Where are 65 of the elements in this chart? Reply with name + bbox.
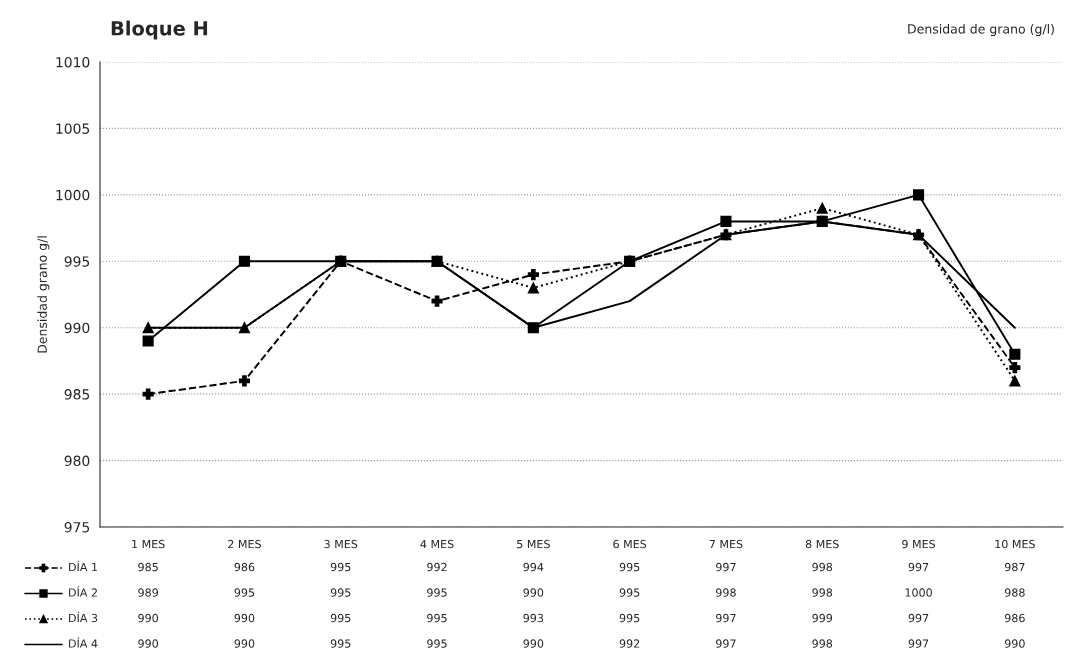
- data-label: 989: [138, 588, 158, 597]
- data-label: 990: [1004, 639, 1025, 648]
- y-tick-label: 990: [64, 322, 90, 334]
- data-label: 990: [523, 588, 544, 597]
- y-tick-label: 980: [64, 455, 90, 467]
- chart-subtitle: Densidad de grano (g/l): [908, 23, 1054, 37]
- data-label: 1000: [905, 588, 932, 597]
- data-label: 995: [330, 588, 351, 597]
- data-label: 985: [138, 562, 158, 572]
- data-label: 990: [138, 639, 159, 648]
- data-label: 997: [716, 639, 736, 648]
- data-label: 995: [619, 588, 640, 597]
- data-label: 995: [619, 613, 640, 623]
- y-tick-label: 1005: [56, 123, 90, 134]
- y-axis-title: Densidad grano g/l: [37, 236, 50, 353]
- x-tick-label: 9 MES: [902, 539, 936, 549]
- data-label: 990: [523, 639, 544, 648]
- data-label: 995: [619, 562, 640, 572]
- y-tick-label: 985: [64, 389, 90, 400]
- data-label: 997: [908, 613, 929, 623]
- data-label: 990: [234, 639, 255, 648]
- data-label: 998: [812, 588, 833, 597]
- data-label: 987: [1004, 562, 1025, 572]
- data-label: 990: [138, 613, 159, 623]
- x-tick-label: 6 MES: [613, 539, 647, 549]
- data-label: 995: [330, 562, 351, 572]
- legend-label: DÍA 3: [69, 611, 98, 623]
- y-tick-label: 1010: [56, 56, 90, 68]
- y-tick-label: 995: [64, 256, 90, 267]
- data-label: 995: [330, 613, 351, 623]
- y-tick-label: 975: [64, 521, 90, 533]
- chart-title: Bloque H: [111, 20, 208, 40]
- data-label: 997: [716, 613, 736, 623]
- data-label: 998: [812, 639, 833, 648]
- data-label: 993: [523, 613, 544, 623]
- x-tick-label: 1 MES: [132, 539, 165, 549]
- data-label: 990: [234, 613, 255, 623]
- legend-label: DÍA 2: [69, 586, 97, 597]
- data-label: 992: [427, 562, 447, 572]
- x-tick-label: 4 MES: [420, 539, 454, 549]
- data-label: 995: [427, 588, 447, 597]
- y-tick-label: 1000: [56, 189, 90, 201]
- data-label: 994: [523, 562, 544, 572]
- data-label: 986: [234, 562, 255, 572]
- data-label: 995: [330, 639, 351, 648]
- data-label: 999: [812, 613, 833, 623]
- x-tick-label: 10 MES: [995, 539, 1035, 549]
- data-label: 997: [716, 562, 736, 572]
- legend-label: DÍA 4: [69, 637, 98, 648]
- data-label: 997: [908, 639, 929, 648]
- data-label: 988: [1004, 588, 1025, 597]
- data-label: 997: [908, 562, 929, 572]
- x-tick-label: 8 MES: [805, 539, 839, 549]
- x-tick-label: 2 MES: [228, 539, 261, 549]
- data-label: 995: [427, 639, 447, 648]
- data-label: 998: [812, 562, 833, 572]
- data-label: 986: [1004, 613, 1025, 623]
- data-label: 995: [427, 613, 447, 623]
- legend-label: DÍA 1: [69, 560, 98, 572]
- data-label: 995: [234, 588, 255, 597]
- x-tick-label: 5 MES: [517, 539, 550, 549]
- data-label: 998: [716, 588, 736, 597]
- data-label: 992: [619, 639, 640, 648]
- x-tick-label: 7 MES: [709, 539, 743, 549]
- x-tick-label: 3 MES: [324, 539, 358, 549]
